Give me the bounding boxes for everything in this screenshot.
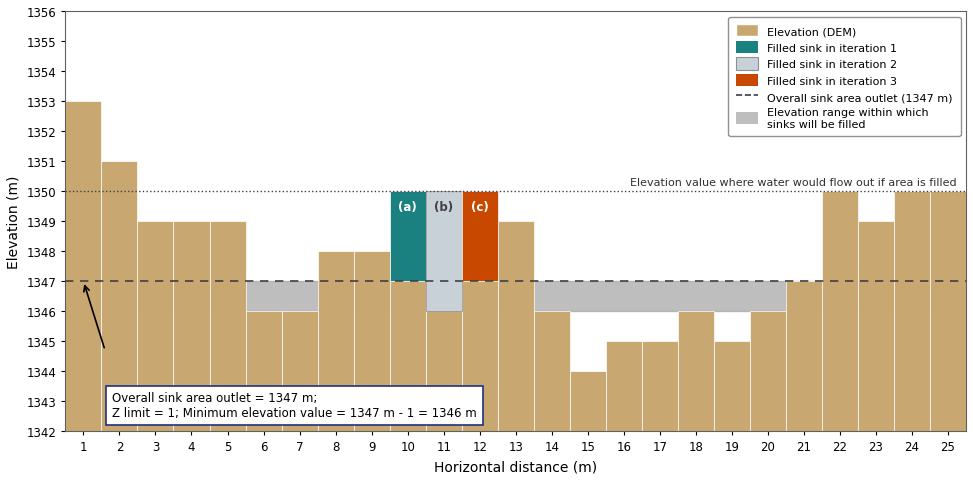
Bar bbox=[570, 372, 606, 432]
Bar bbox=[606, 342, 642, 432]
Bar bbox=[642, 342, 678, 432]
Bar bbox=[65, 282, 966, 312]
Bar bbox=[858, 222, 894, 432]
Bar bbox=[786, 282, 822, 432]
Bar bbox=[534, 312, 570, 432]
Bar bbox=[894, 192, 930, 432]
Bar bbox=[822, 192, 858, 432]
Legend: Elevation (DEM), Filled sink in iteration 1, Filled sink in iteration 2, Filled : Elevation (DEM), Filled sink in iteratio… bbox=[729, 17, 960, 137]
Bar bbox=[317, 252, 353, 432]
Bar bbox=[425, 192, 462, 312]
Bar bbox=[389, 192, 425, 282]
Bar bbox=[498, 222, 534, 432]
Bar bbox=[462, 282, 498, 432]
Bar bbox=[462, 192, 498, 282]
Text: (c): (c) bbox=[471, 200, 488, 213]
Bar bbox=[101, 162, 137, 432]
Text: (a): (a) bbox=[398, 200, 417, 213]
Bar bbox=[281, 312, 317, 432]
Bar bbox=[930, 192, 966, 432]
Text: (b): (b) bbox=[434, 200, 453, 213]
Bar bbox=[137, 222, 173, 432]
Bar bbox=[750, 312, 786, 432]
Text: Overall sink area outlet = 1347 m;
Z limit = 1; Minimum elevation value = 1347 m: Overall sink area outlet = 1347 m; Z lim… bbox=[112, 392, 477, 420]
Bar bbox=[245, 312, 281, 432]
Bar bbox=[353, 252, 389, 432]
X-axis label: Horizontal distance (m): Horizontal distance (m) bbox=[434, 459, 597, 473]
Bar bbox=[209, 222, 245, 432]
Text: Elevation value where water would flow out if area is filled: Elevation value where water would flow o… bbox=[631, 177, 957, 187]
Y-axis label: Elevation (m): Elevation (m) bbox=[7, 175, 21, 268]
Bar bbox=[425, 282, 462, 432]
Bar bbox=[173, 222, 209, 432]
Bar bbox=[389, 282, 425, 432]
Bar bbox=[714, 342, 750, 432]
Bar bbox=[678, 312, 714, 432]
Bar bbox=[65, 102, 101, 432]
